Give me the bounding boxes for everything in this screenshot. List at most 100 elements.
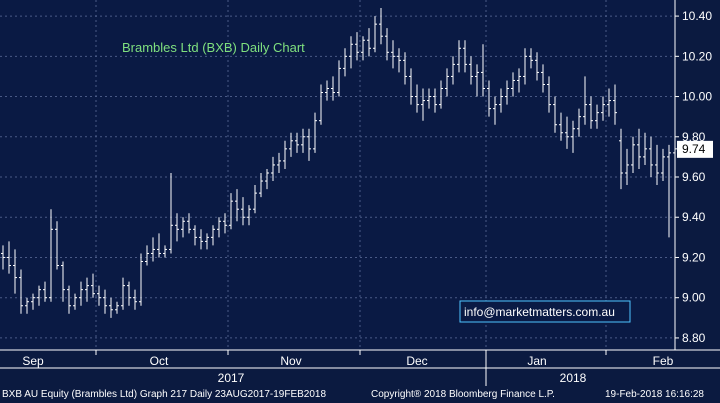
ohlc-bar [1,245,5,270]
y-tick-label: 10.00 [682,90,712,104]
year-label: 2018 [560,371,587,385]
month-label: Feb [653,354,674,368]
ohlc-bar [211,225,215,246]
y-tick-label: 10.20 [682,49,712,63]
ohlc-bar [493,96,497,125]
ohlc-bar [649,136,653,178]
ohlc-bar [127,281,131,306]
ohlc-bar [451,56,455,85]
ohlc-bar [571,120,575,153]
ohlc-bar [289,132,293,157]
ohlc-bar [475,64,479,97]
ohlc-bar [421,88,425,121]
ohlc-bar [601,96,605,121]
ohlc-bar [595,104,599,129]
ohlc-bar [373,16,377,53]
ohlc-bar [517,68,521,93]
ohlc-bar [385,28,389,61]
ohlc-bar [283,140,287,169]
ohlc-bar [589,96,593,129]
ohlc-bar [145,245,149,266]
ohlc-bar [427,88,431,109]
ohlc-bar [337,60,341,97]
y-tick-label: 9.20 [682,250,706,264]
ohlc-bar [391,40,395,69]
ohlc-bar [499,88,503,113]
ohlc-bars [1,8,677,318]
ohlc-bar [487,80,491,117]
month-label: Jan [527,354,546,368]
ohlc-bar [79,281,83,306]
ohlc-bar [445,68,449,97]
month-label: Oct [150,354,169,368]
ohlc-bar [229,193,233,230]
ohlc-bar [163,245,167,258]
ohlc-bar [397,48,401,73]
ohlc-bar [115,301,119,314]
ohlc-bar [511,72,515,97]
ohlc-bar [109,297,113,318]
ohlc-bar [91,273,95,298]
ohlc-bar [307,128,311,161]
ohlc-bar [433,88,437,113]
ohlc-bar [241,197,245,226]
ohlc-bar [655,144,659,186]
ohlc-bar [313,112,317,153]
ohlc-bar [535,52,539,81]
ohlc-bar [271,156,275,182]
ohlc-bar [187,213,191,234]
ohlc-bar [613,84,617,125]
y-tick-label: 9.60 [682,170,706,184]
ohlc-bar [469,56,473,85]
ohlc-bar [553,96,557,133]
ohlc-bar [379,8,383,45]
ohlc-bar [37,285,41,306]
ohlc-bar [253,185,257,214]
plot-area [0,0,675,350]
ohlc-bar [133,289,137,310]
ohlc-bar [169,172,173,254]
ohlc-bar [661,148,665,182]
y-tick-label: 10.40 [682,9,712,23]
ohlc-bar [205,233,209,250]
ohlc-bar [619,128,623,190]
ohlc-bar [505,80,509,105]
ohlc-bar [457,40,461,73]
ohlc-bar [523,48,527,85]
footer-timestamp: 19-Feb-2018 16:16:28 [605,389,704,400]
ohlc-bar [247,205,251,226]
ohlc-bar [565,116,569,149]
ohlc-bar [361,36,365,61]
ohlc-bar [541,64,545,93]
ohlc-bar [301,128,305,153]
ohlc-bar [235,189,239,222]
ohlc-bar [277,152,281,173]
ohlc-bar [217,217,221,238]
ohlc-bar [343,48,347,77]
ohlc-bar [295,132,299,153]
month-label: Sep [22,354,44,368]
ohlc-bar [349,36,353,69]
last-price-tag-bg [677,140,713,158]
ohlc-bar [181,217,185,238]
ohlc-bar [151,237,155,262]
ohlc-bar [481,44,485,97]
footer-copyright: Copyright® 2018 Bloomberg Finance L.P. [371,389,555,400]
ohlc-bar [625,148,629,186]
ohlc-bar [409,68,413,105]
ohlc-bar [43,281,47,302]
watermark-box [459,300,631,323]
ohlc-bar [577,108,581,137]
watermark-text: info@marketmatters.com.au [464,305,615,319]
y-tick-label: 9.80 [682,130,706,144]
ohlc-bar [193,225,197,246]
chart-title: Brambles Ltd (BXB) Daily Chart [122,40,305,55]
last-price-tag: 9.74 [677,140,713,158]
month-label: Nov [280,354,301,368]
ohlc-bar [55,221,59,270]
ohlc-bar [25,297,29,314]
ohlc-bar [667,144,671,238]
ohlc-bar [607,88,611,117]
ohlc-bar [31,293,35,310]
ohlc-bar [559,112,563,141]
